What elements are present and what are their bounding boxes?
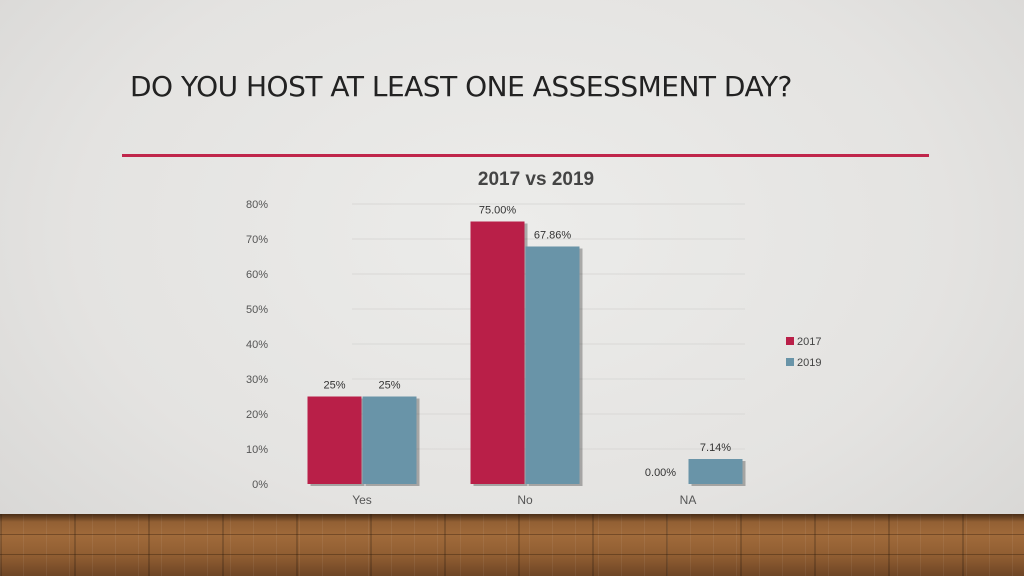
data-label: 0.00%: [645, 467, 676, 479]
x-tick-label: Yes: [352, 493, 372, 507]
legend-label-2019: 2019: [797, 357, 821, 369]
bar-2019-na: [688, 459, 743, 484]
y-tick-label: 40%: [246, 339, 268, 351]
slide-title: DO YOU HOST AT LEAST ONE ASSESSMENT DAY?: [130, 70, 792, 103]
data-label: 25%: [378, 380, 400, 392]
data-label: 75.00%: [479, 205, 517, 217]
legend-swatch-2017: [786, 337, 794, 345]
legend-label-2017: 2017: [797, 336, 821, 348]
bar-2019-no: [525, 246, 580, 484]
y-tick-label: 30%: [246, 374, 268, 386]
bar-2017-no: [470, 221, 525, 484]
x-tick-label: NA: [680, 493, 697, 507]
bar-2019-yes: [362, 396, 417, 484]
y-tick-label: 70%: [246, 234, 268, 246]
data-label: 67.86%: [534, 229, 572, 241]
y-tick-label: 0%: [252, 479, 268, 491]
bar-2017-yes: [307, 396, 362, 484]
y-tick-label: 50%: [246, 304, 268, 316]
wood-floor: [0, 514, 1024, 576]
y-tick-label: 80%: [246, 199, 268, 211]
data-label: 7.14%: [700, 442, 731, 454]
x-tick-label: No: [517, 493, 533, 507]
y-tick-label: 10%: [246, 444, 268, 456]
title-divider: [122, 154, 929, 157]
data-label: 25%: [323, 380, 345, 392]
chart-title: 2017 vs 2019: [478, 169, 594, 190]
y-tick-label: 20%: [246, 409, 268, 421]
legend-swatch-2019: [786, 358, 794, 366]
y-tick-label: 60%: [246, 269, 268, 281]
